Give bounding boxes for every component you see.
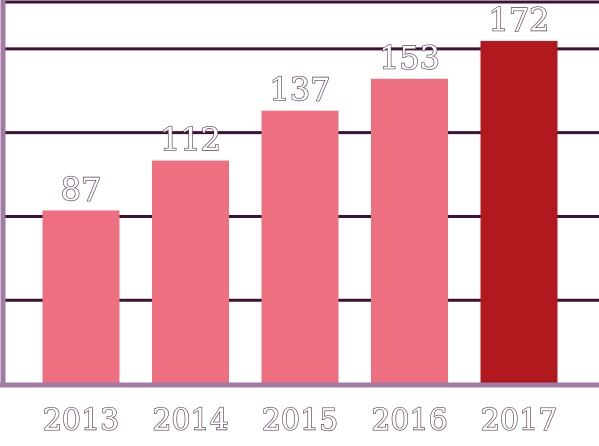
x-tick-label-2013: 2013	[43, 403, 119, 438]
bar-2017	[480, 40, 558, 384]
bars	[42, 40, 558, 384]
x-tick-label-2017: 2017	[481, 403, 557, 438]
value-label-2014: 112	[160, 121, 221, 159]
value-label-2016: 153	[379, 39, 440, 77]
x-tick-labels: 2013 2014 2015 2016 2017	[42, 402, 558, 438]
bar-2014	[152, 160, 229, 384]
value-label-2015: 137	[269, 71, 330, 109]
bar-2013	[42, 210, 120, 384]
x-tick-label-2014: 2014	[152, 403, 228, 438]
x-tick-label-2015: 2015	[262, 403, 338, 438]
axes	[0, 0, 599, 388]
value-label-2017: 172	[488, 1, 549, 39]
bar-2016	[371, 78, 448, 384]
bar-2015	[261, 110, 339, 384]
value-label-2013: 87	[61, 170, 102, 208]
value-labels: 87 112 137 153 172	[60, 0, 550, 209]
x-tick-label-2016: 2016	[371, 403, 447, 438]
